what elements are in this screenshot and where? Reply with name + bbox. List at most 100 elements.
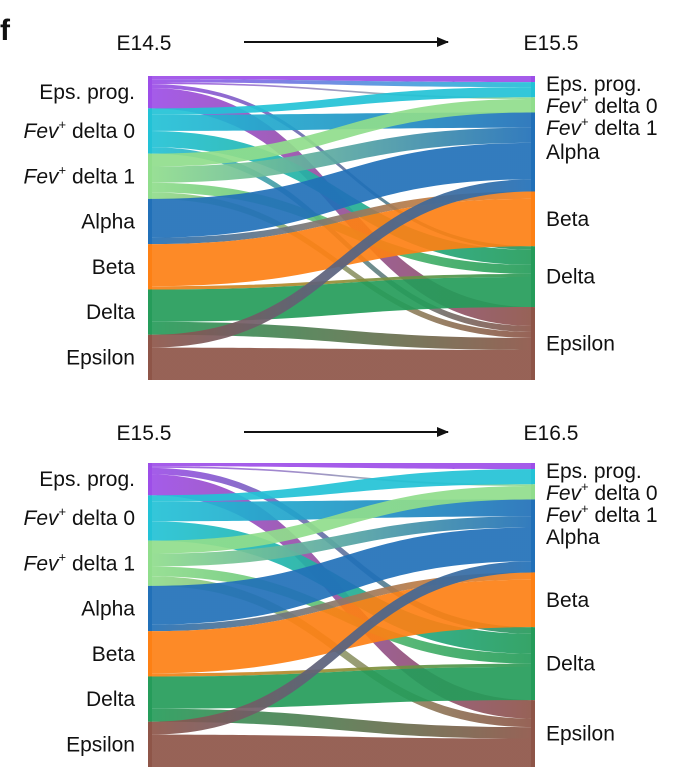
flow-fev0-to-fev0 bbox=[150, 87, 533, 115]
label-italic: Fev bbox=[24, 120, 61, 143]
left-label-beta: Beta bbox=[92, 256, 136, 279]
label-superscript: + bbox=[581, 114, 589, 129]
left-label-delta: Delta bbox=[86, 301, 135, 324]
left-label-fev0: Fev+ delta 0 bbox=[24, 117, 136, 143]
left-node-beta bbox=[148, 631, 152, 677]
left-node-beta bbox=[148, 244, 152, 290]
right-label-alpha: Alpha bbox=[546, 141, 600, 164]
label-rest: delta 0 bbox=[589, 95, 658, 118]
left-node-epsilon bbox=[148, 334, 152, 380]
right-node-alpha bbox=[531, 499, 535, 573]
stage-from-label: E14.5 bbox=[117, 32, 172, 55]
left-node-fev0 bbox=[148, 108, 152, 154]
flow-fev1-to-fev1 bbox=[150, 485, 533, 554]
left-label-fev1: Fev+ delta 1 bbox=[24, 549, 136, 575]
right-label-beta: Beta bbox=[546, 589, 590, 612]
flow-alpha-to-beta bbox=[150, 572, 533, 632]
left-label-fev0: Fev+ delta 0 bbox=[24, 504, 136, 530]
stage-to-label: E16.5 bbox=[524, 422, 579, 445]
right-label-alpha: Alpha bbox=[546, 526, 600, 549]
label-rest: delta 1 bbox=[589, 504, 658, 527]
left-label-delta: Delta bbox=[86, 688, 135, 711]
label-italic: Fev bbox=[546, 504, 583, 527]
right-label-epsilon: Epsilon bbox=[546, 333, 615, 356]
right-node-fev0 bbox=[531, 82, 535, 98]
left-node-fev1 bbox=[148, 153, 152, 199]
stage-to-label: E15.5 bbox=[524, 32, 579, 55]
label-superscript: + bbox=[581, 92, 589, 107]
right-label-eps: Eps. prog. bbox=[546, 460, 642, 483]
flow-eps-to-fev0 bbox=[150, 79, 533, 88]
right-node-eps bbox=[531, 463, 535, 470]
flow-group bbox=[150, 463, 533, 767]
left-label-eps: Eps. prog. bbox=[39, 468, 135, 491]
right-node-epsilon bbox=[531, 700, 535, 767]
label-italic: Fev bbox=[546, 95, 583, 118]
flow-epsilon-to-alpha bbox=[150, 561, 533, 735]
label-superscript: + bbox=[59, 162, 67, 177]
label-italic: Fev bbox=[24, 165, 61, 188]
right-label-fev0: Fev+ delta 0 bbox=[546, 92, 658, 118]
flow-epsilon-to-epsilon bbox=[150, 347, 533, 380]
stage-from-label: E15.5 bbox=[117, 422, 172, 445]
label-superscript: + bbox=[59, 117, 67, 132]
flow-fev1-to-alpha bbox=[150, 516, 533, 567]
right-node-fev1 bbox=[531, 484, 535, 500]
flow-delta-to-delta bbox=[150, 666, 533, 709]
right-label-epsilon: Epsilon bbox=[546, 723, 615, 746]
left-label-beta: Beta bbox=[92, 643, 136, 666]
flow-eps-to-delta bbox=[150, 84, 533, 250]
label-rest: delta 0 bbox=[589, 482, 658, 505]
left-label-fev1: Fev+ delta 1 bbox=[24, 162, 136, 188]
flow-eps-to-delta bbox=[150, 467, 533, 634]
flow-fev0-to-fev0 bbox=[150, 469, 533, 502]
left-label-alpha: Alpha bbox=[81, 598, 135, 621]
left-node-alpha bbox=[148, 198, 152, 245]
flow-fev1-to-fev1 bbox=[150, 98, 533, 167]
flow-beta-to-beta bbox=[150, 198, 533, 287]
right-node-alpha bbox=[531, 112, 535, 192]
flow-fev1-to-alpha bbox=[150, 127, 533, 183]
right-label-beta: Beta bbox=[546, 208, 590, 231]
flow-beta-to-delta bbox=[150, 663, 533, 677]
label-rest: delta 0 bbox=[66, 507, 135, 530]
left-label-epsilon: Epsilon bbox=[66, 733, 135, 756]
right-node-delta bbox=[531, 627, 535, 701]
flow-delta-to-delta bbox=[150, 276, 533, 322]
flow-epsilon-to-alpha bbox=[150, 179, 533, 348]
left-node-delta bbox=[148, 676, 152, 722]
right-node-beta bbox=[531, 572, 535, 628]
flow-eps-to-eps bbox=[150, 76, 533, 83]
right-node-beta bbox=[531, 191, 535, 247]
right-node-fev1 bbox=[531, 97, 535, 113]
label-italic: Fev bbox=[24, 507, 61, 530]
left-node-alpha bbox=[148, 585, 152, 632]
flow-beta-to-beta bbox=[150, 579, 533, 674]
flow-beta-to-delta bbox=[150, 273, 533, 290]
flow-eps-to-fev1 bbox=[150, 82, 533, 99]
right-label-fev0: Fev+ delta 0 bbox=[546, 479, 658, 505]
flow-alpha-to-beta bbox=[150, 191, 533, 245]
flow-group bbox=[150, 76, 533, 380]
right-label-eps: Eps. prog. bbox=[546, 73, 642, 96]
flow-epsilon-to-epsilon bbox=[150, 734, 533, 767]
label-italic: Fev bbox=[24, 552, 61, 575]
panel-letter: f bbox=[0, 14, 11, 47]
left-label-alpha: Alpha bbox=[81, 211, 135, 234]
left-node-delta bbox=[148, 289, 152, 335]
right-node-fev0 bbox=[531, 469, 535, 485]
right-label-delta: Delta bbox=[546, 653, 595, 676]
flow-eps-to-fev1 bbox=[150, 466, 533, 486]
right-label-fev1: Fev+ delta 1 bbox=[546, 114, 658, 140]
label-rest: delta 1 bbox=[66, 552, 135, 575]
flow-eps-to-eps bbox=[150, 463, 533, 470]
right-node-eps bbox=[531, 76, 535, 83]
left-label-epsilon: Epsilon bbox=[66, 346, 135, 369]
label-italic: Fev bbox=[546, 117, 583, 140]
left-node-fev1 bbox=[148, 540, 152, 586]
label-rest: delta 0 bbox=[66, 120, 135, 143]
label-superscript: + bbox=[581, 479, 589, 494]
label-superscript: + bbox=[59, 549, 67, 564]
